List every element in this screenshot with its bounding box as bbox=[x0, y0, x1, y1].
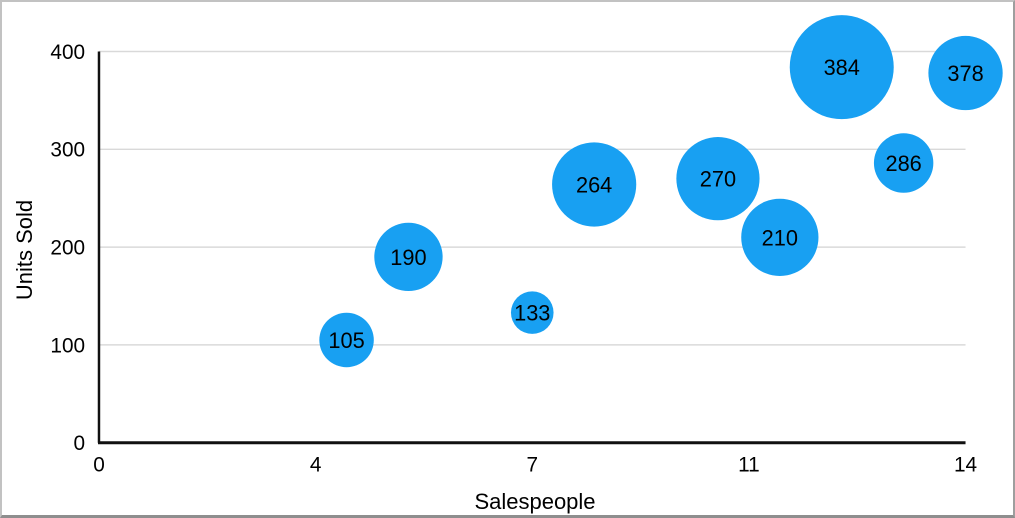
y-tick-label: 100 bbox=[50, 334, 85, 357]
bubble-label: 384 bbox=[824, 55, 860, 80]
y-axis-title: Units Sold bbox=[12, 199, 37, 301]
bubble[interactable] bbox=[510, 291, 554, 334]
bubble[interactable] bbox=[319, 312, 374, 368]
bubble-label: 270 bbox=[700, 167, 736, 192]
y-tick-label: 300 bbox=[50, 139, 85, 162]
y-tick-label: 0 bbox=[74, 432, 86, 455]
bubble-label: 378 bbox=[947, 61, 983, 86]
bubble[interactable] bbox=[789, 15, 894, 120]
bubble-label: 264 bbox=[576, 172, 612, 197]
bubble[interactable] bbox=[552, 142, 637, 227]
bubble-label: 210 bbox=[762, 225, 798, 250]
y-tick-label: 200 bbox=[50, 237, 85, 260]
bubble-label: 190 bbox=[390, 245, 426, 270]
x-tick-label: 11 bbox=[738, 453, 760, 476]
bubble[interactable] bbox=[676, 137, 760, 221]
x-tick-label: 7 bbox=[526, 453, 538, 476]
x-axis-title: Salespeople bbox=[474, 489, 596, 514]
x-tick-label: 4 bbox=[310, 453, 322, 476]
bubble-label: 133 bbox=[514, 301, 550, 326]
y-tick-label: 400 bbox=[50, 41, 85, 64]
bubble[interactable] bbox=[741, 198, 819, 276]
bubble[interactable] bbox=[873, 133, 934, 193]
bubble-label: 105 bbox=[328, 328, 364, 353]
bubble[interactable] bbox=[928, 35, 1003, 111]
x-tick-label: 0 bbox=[93, 453, 105, 476]
bubble-label: 286 bbox=[885, 151, 921, 176]
bubble[interactable] bbox=[374, 222, 443, 292]
x-tick-label: 14 bbox=[954, 453, 977, 476]
